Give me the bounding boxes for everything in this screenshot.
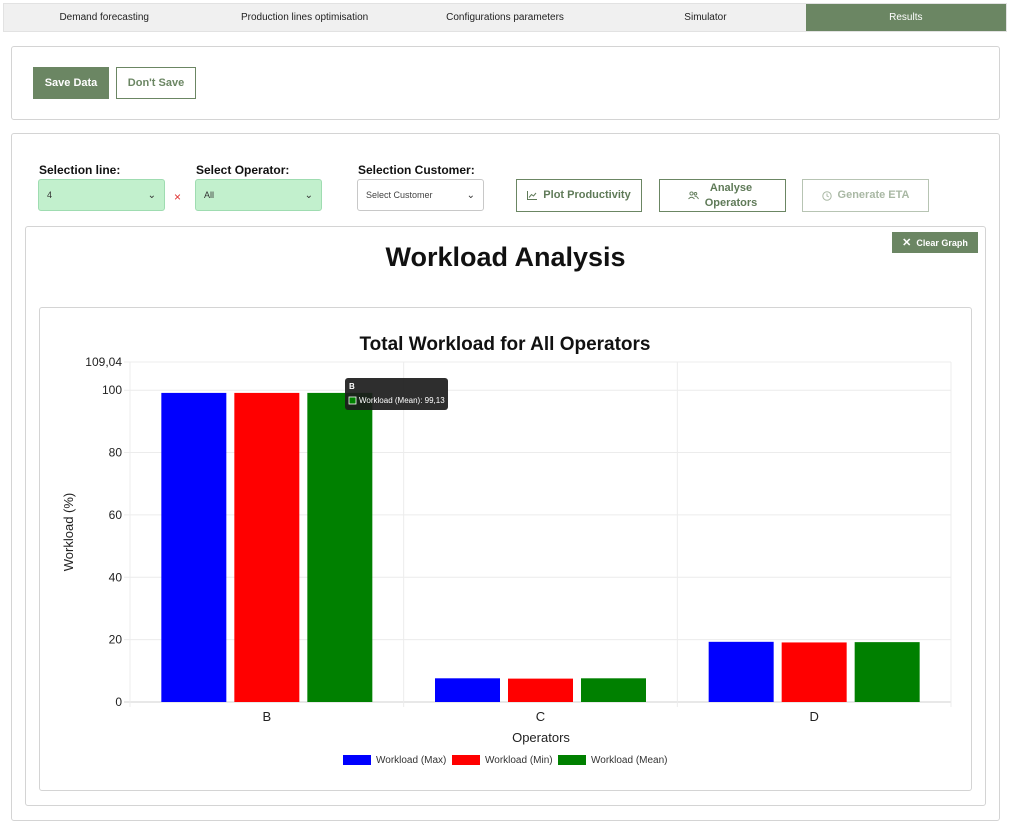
tab-production-lines-optimisation[interactable]: Production lines optimisation bbox=[240, 12, 369, 23]
analyse-operators-button[interactable]: Analyse Operators bbox=[659, 179, 786, 212]
y-tick-label: 40 bbox=[109, 570, 123, 584]
bar bbox=[435, 678, 500, 702]
generate-eta-label: Generate ETA bbox=[837, 189, 910, 201]
tooltip-box bbox=[345, 378, 448, 410]
users-icon bbox=[687, 191, 699, 200]
generate-eta-button[interactable]: Generate ETA bbox=[802, 179, 929, 212]
tooltip-title: B bbox=[349, 382, 355, 391]
plot-productivity-label: Plot Productivity bbox=[543, 189, 631, 201]
bar bbox=[581, 678, 646, 702]
y-tick-label: 109,04 bbox=[85, 355, 122, 369]
y-tick-label: 0 bbox=[115, 695, 122, 709]
clock-icon bbox=[821, 190, 832, 201]
legend-label: Workload (Mean) bbox=[591, 755, 668, 766]
analyse-operators-label: Analyse Operators bbox=[705, 181, 758, 211]
close-icon: ✕ bbox=[902, 237, 912, 249]
tab-results[interactable]: Results bbox=[805, 4, 1007, 31]
line-chart-icon bbox=[527, 191, 538, 200]
selection-line-label: Selection line: bbox=[39, 163, 121, 177]
analyse-operators-line-2: Operators bbox=[704, 196, 758, 209]
bar bbox=[161, 392, 227, 702]
clear-selection-icon[interactable]: × bbox=[174, 190, 182, 204]
y-tick-label: 20 bbox=[109, 633, 123, 647]
select-operator-select[interactable]: All ⌄ bbox=[195, 179, 322, 211]
plot-productivity-button[interactable]: Plot Productivity bbox=[516, 179, 642, 212]
legend-label: Workload (Max) bbox=[376, 755, 446, 766]
bar bbox=[854, 642, 920, 702]
select-operator-label: Select Operator: bbox=[196, 163, 290, 177]
selection-customer-label: Selection Customer: bbox=[358, 163, 475, 177]
tooltip-swatch bbox=[348, 396, 357, 405]
bar bbox=[234, 392, 300, 702]
clear-graph-button[interactable]: ✕ Clear Graph bbox=[892, 232, 978, 253]
clear-graph-label: Clear Graph bbox=[916, 237, 968, 248]
top-nav: Demand forecasting Production lines opti… bbox=[3, 3, 1007, 32]
chevron-down-icon: ⌄ bbox=[147, 189, 156, 201]
bar bbox=[508, 678, 573, 702]
graph-title: Workload Analysis bbox=[385, 242, 626, 272]
legend-swatch bbox=[452, 755, 480, 765]
chart-title: Total Workload for All Operators bbox=[359, 334, 650, 355]
save-data-button[interactable]: Save Data bbox=[33, 67, 109, 99]
selection-line-value: 4 bbox=[47, 190, 53, 200]
y-tick-label: 60 bbox=[109, 508, 123, 522]
x-tick-label: B bbox=[262, 709, 271, 724]
save-panel: Save Data Don't Save bbox=[11, 46, 1000, 120]
chevron-down-icon: ⌄ bbox=[466, 189, 475, 201]
tab-demand-forecasting[interactable]: Demand forecasting bbox=[59, 12, 149, 23]
bar bbox=[307, 392, 373, 702]
legend-label: Workload (Min) bbox=[485, 755, 553, 766]
bar bbox=[708, 641, 774, 702]
selection-customer-placeholder: Select Customer bbox=[366, 190, 433, 200]
legend-swatch bbox=[558, 755, 586, 765]
y-tick-label: 100 bbox=[102, 383, 122, 397]
y-axis-title: Workload (%) bbox=[61, 493, 76, 572]
select-operator-value: All bbox=[204, 190, 215, 200]
tab-configurations-parameters[interactable]: Configurations parameters bbox=[446, 12, 564, 23]
dont-save-button[interactable]: Don't Save bbox=[116, 67, 196, 99]
bar bbox=[781, 642, 847, 702]
x-tick-label: C bbox=[536, 709, 545, 724]
tooltip-text: Workload (Mean): 99,13 bbox=[359, 396, 445, 405]
legend-swatch bbox=[343, 755, 371, 765]
selection-line-select[interactable]: 4 ⌄ bbox=[38, 179, 165, 211]
chevron-down-icon: ⌄ bbox=[304, 189, 313, 201]
x-axis-title: Operators bbox=[512, 730, 570, 745]
analyse-operators-line-1: Analyse bbox=[709, 181, 753, 194]
tab-simulator[interactable]: Simulator bbox=[684, 12, 727, 23]
selection-customer-select[interactable]: Select Customer ⌄ bbox=[357, 179, 484, 211]
y-tick-label: 80 bbox=[109, 446, 123, 460]
x-tick-label: D bbox=[809, 709, 818, 724]
